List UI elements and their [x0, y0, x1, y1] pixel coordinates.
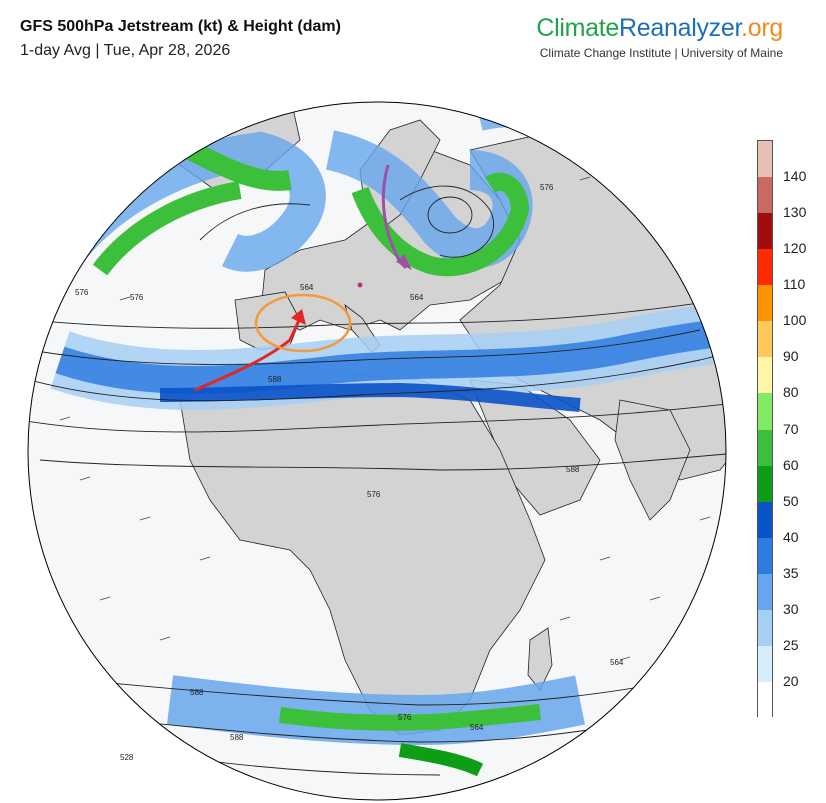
colorbar-tick-label: 110 — [783, 276, 806, 293]
brand-tagline: Climate Change Institute | University of… — [539, 46, 783, 60]
colorbar-tick-label: 35 — [783, 564, 799, 581]
colorbar-swatch — [758, 285, 772, 322]
analysis-annotations — [194, 164, 412, 392]
contour-label-group: 564 576 588 576 588 564 576 588 588 564 576 576 564 5… — [75, 183, 624, 762]
contour-height-label: 588 — [230, 733, 244, 742]
colorbar-swatch — [758, 645, 772, 683]
colorbar-tick-label: 90 — [783, 348, 799, 365]
colorbar-tick-label: 120 — [783, 240, 807, 257]
contour-height-label: 576 — [367, 490, 381, 499]
brand-climate: Climate — [536, 14, 620, 42]
contour-height-label: 588 — [566, 465, 580, 474]
brand-reanalyzer: Reanalyzer — [619, 14, 742, 42]
colorbar-swatch — [758, 609, 772, 647]
contour-height-label: 564 — [410, 293, 424, 302]
jet-band-blue — [50, 300, 726, 412]
globe-outline — [27, 101, 727, 801]
contour-height-label: 564 — [470, 723, 484, 732]
brand-org: .org — [741, 14, 783, 42]
contour-height-label: 576 — [75, 288, 89, 297]
map-title: GFS 500hPa Jetstream (kt) & Height (dam) — [20, 18, 341, 35]
colorbar-tick-label: 40 — [783, 528, 799, 545]
colorbar-swatch — [758, 501, 772, 539]
colorbar-swatch — [758, 393, 772, 430]
colorbar-swatch — [758, 249, 772, 286]
contour-height-label: 576 — [130, 293, 144, 302]
colorbar-tick-label: 140 — [783, 168, 807, 185]
contour-height-label: 576 — [540, 183, 554, 192]
colorbar-tick-label: 30 — [783, 600, 799, 617]
wind-speed-colorbar — [757, 140, 773, 719]
colorbar-swatch — [758, 141, 772, 178]
contour-height-label: 588 — [190, 688, 204, 697]
contour-height-label: 588 — [268, 375, 282, 384]
colorbar-swatch — [758, 357, 772, 394]
brand-logo[interactable]: ClimateReanalyzer.org — [536, 14, 783, 43]
colorbar-swatch — [758, 177, 772, 214]
colorbar-tick-label: 20 — [783, 672, 799, 689]
jet-band-south — [166, 675, 585, 777]
colorbar-tick-label: 70 — [783, 420, 799, 437]
colorbar-swatch — [758, 573, 772, 611]
colorbar-tick-label: 80 — [783, 384, 799, 401]
colorbar-swatch — [758, 429, 772, 467]
colorbar-swatch — [758, 537, 772, 575]
contour-height-label: 528 — [120, 753, 134, 762]
contour-height-label: 564 — [300, 283, 314, 292]
colorbar-tick-label: 100 — [783, 312, 807, 329]
colorbar-swatch — [758, 681, 772, 719]
colorbar-tick-label: 25 — [783, 636, 799, 653]
colorbar-swatch — [758, 213, 772, 250]
colorbar-tick-label: 50 — [783, 492, 799, 509]
colorbar-tick-label: 60 — [783, 456, 799, 473]
contour-height-label: 576 — [398, 713, 412, 722]
map-subtitle: 1-day Avg | Tue, Apr 28, 2026 — [20, 42, 231, 59]
height-contours — [28, 185, 726, 776]
colorbar-tick-label: 130 — [783, 204, 807, 221]
colorbar-swatch — [758, 321, 772, 358]
colorbar-swatch — [758, 465, 772, 503]
contour-height-label: 564 — [610, 658, 624, 667]
